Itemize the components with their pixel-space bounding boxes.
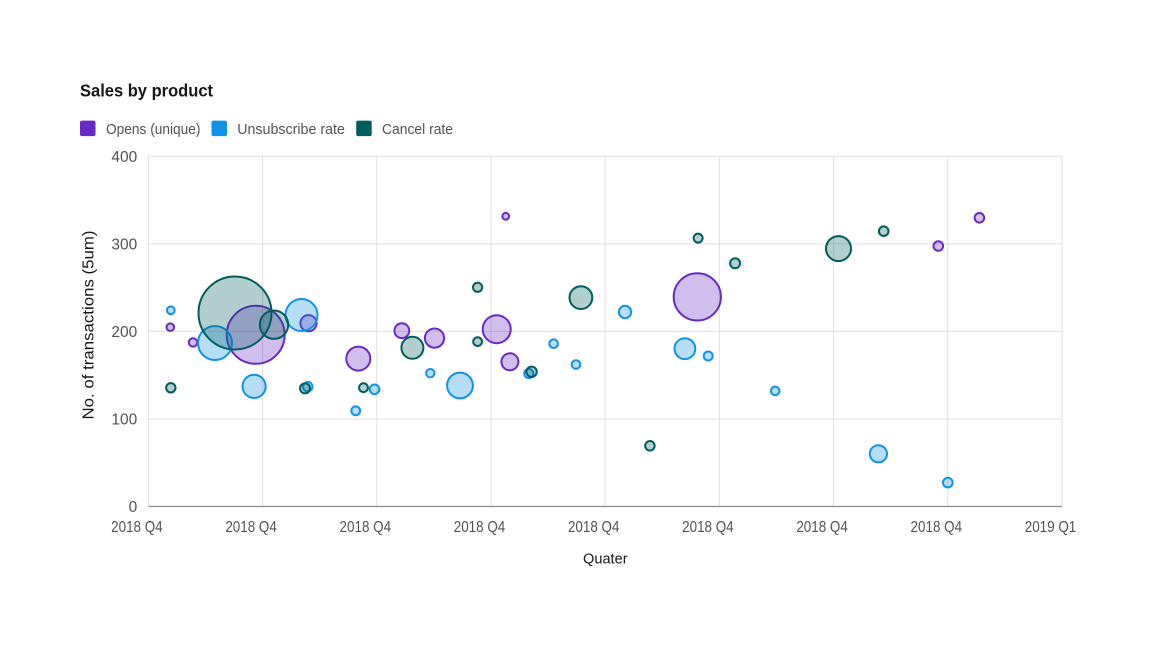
svg-text:2018 Q4: 2018 Q4 — [911, 519, 963, 536]
svg-text:Opens (unique): Opens (unique) — [106, 122, 201, 138]
svg-text:100: 100 — [111, 412, 137, 429]
svg-text:2018 Q4: 2018 Q4 — [111, 519, 163, 536]
svg-text:Cancel rate: Cancel rate — [382, 122, 453, 138]
svg-text:400: 400 — [111, 149, 137, 166]
svg-text:Quater: Quater — [583, 550, 628, 567]
svg-text:2018 Q4: 2018 Q4 — [225, 519, 277, 536]
svg-text:2018 Q4: 2018 Q4 — [568, 519, 620, 536]
svg-text:300: 300 — [111, 236, 137, 253]
svg-text:200: 200 — [111, 324, 137, 341]
svg-text:0: 0 — [129, 499, 138, 516]
svg-text:2018 Q4: 2018 Q4 — [682, 519, 734, 536]
svg-text:Sales by product: Sales by product — [80, 81, 213, 101]
svg-text:Unsubscribe rate: Unsubscribe rate — [237, 122, 345, 138]
svg-text:2018 Q4: 2018 Q4 — [796, 519, 848, 536]
svg-text:2019 Q1: 2019 Q1 — [1025, 519, 1077, 536]
svg-text:No. of transactions (5um): No. of transactions (5um) — [81, 231, 98, 420]
svg-text:2018 Q4: 2018 Q4 — [454, 519, 506, 536]
svg-text:2018 Q4: 2018 Q4 — [340, 519, 392, 536]
